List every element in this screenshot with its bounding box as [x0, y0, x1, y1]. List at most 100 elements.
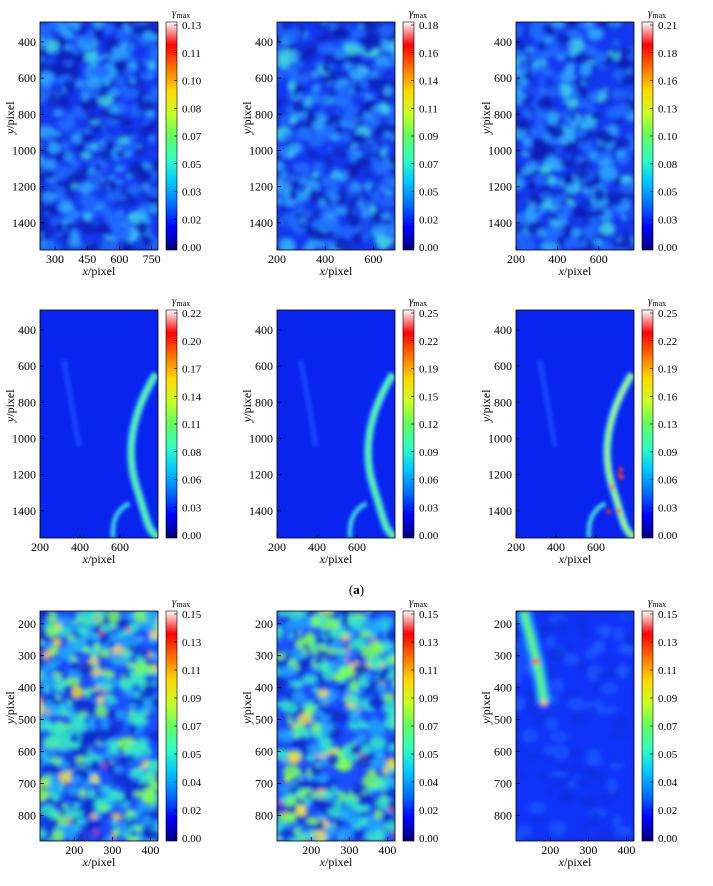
y-tick-label: 600 — [255, 359, 273, 373]
y-tick-label: 400 — [494, 35, 512, 49]
y-tick-label: 400 — [255, 681, 273, 695]
heatmap-svg: 200 300 400 500 600 700 800 200 300 400 x/pixel y/p… — [240, 596, 439, 869]
caption-a: (a) — [348, 582, 365, 597]
heatmap-panel-r2c3: 400 600 800 1000 1200 1400 200 400 600 x/pixel y/p… — [476, 290, 713, 583]
y-tick-label: 1200 — [12, 468, 36, 482]
y-tick-label: 1400 — [12, 216, 36, 230]
colorbar-tick-label: 0.00 — [419, 833, 439, 845]
colorbar-tick-label: 0.07 — [419, 159, 439, 171]
colorbar-tick-label: 0.05 — [182, 749, 202, 761]
x-axis-label: x/pixel — [82, 552, 116, 566]
y-tick-label: 200 — [18, 617, 36, 631]
colorbar-tick-label: 0.03 — [419, 502, 439, 514]
x-tick-label: 400 — [548, 252, 566, 266]
y-tick-label: 500 — [494, 713, 512, 727]
x-axis-label: x/pixel — [319, 264, 353, 278]
x-tick-label: 600 — [348, 540, 366, 554]
heatmap-texture — [516, 22, 634, 250]
colorbar-tick-label: 0.09 — [419, 131, 439, 143]
heatmap-panel-r3c3: 200 300 400 500 600 700 800 200 300 400 x/pixel y/p… — [476, 588, 713, 886]
y-axis-label: y/pixel — [240, 389, 254, 423]
x-tick-label: 400 — [617, 843, 635, 857]
x-tick-label: 200 — [65, 843, 83, 857]
y-tick-label: 1400 — [249, 504, 273, 518]
colorbar-tick-label: 0.18 — [419, 20, 439, 32]
y-axis-label: y/pixel — [3, 691, 17, 725]
y-tick-label: 600 — [494, 745, 512, 759]
heatmap-panel-r3c1: 200 300 400 500 600 700 800 200 300 400 x/pixel y/p… — [0, 588, 237, 886]
heatmap-field — [277, 22, 395, 250]
colorbar-tick-label: 0.18 — [658, 48, 678, 60]
y-tick-label: 800 — [18, 107, 36, 121]
heatmap-field — [40, 22, 158, 250]
colorbar-tick-label: 0.14 — [419, 76, 439, 88]
y-tick-label: 400 — [494, 323, 512, 337]
colorbar-tick-label: 0.12 — [419, 419, 438, 431]
colorbar-tick-label: 0.17 — [182, 364, 202, 376]
colorbar-tick-label: 0.09 — [419, 693, 439, 705]
colorbar-title: γmax — [409, 295, 427, 308]
plot-frame — [276, 610, 396, 842]
y-tick-label: 800 — [18, 395, 36, 409]
colorbar-tick-label: 0.09 — [658, 693, 678, 705]
heatmap-texture — [536, 359, 634, 538]
colorbar-tick-label: 0.13 — [658, 637, 678, 649]
y-tick-label: 300 — [255, 649, 273, 663]
colorbar-tick-label: 0.05 — [658, 749, 678, 761]
colorbar-tick-label: 0.13 — [182, 20, 202, 32]
x-axis-label: x/pixel — [319, 855, 353, 869]
x-tick-label: 400 — [316, 252, 334, 266]
colorbar-tick-label: 0.06 — [182, 475, 202, 487]
y-tick-label: 1000 — [488, 143, 512, 157]
x-tick-label: 600 — [110, 252, 128, 266]
y-tick-label: 400 — [18, 681, 36, 695]
colorbar-tick-label: 0.13 — [658, 419, 678, 431]
y-tick-label: 400 — [255, 35, 273, 49]
colorbar-tick-label: 0.02 — [182, 805, 201, 817]
colorbar-tick-label: 0.08 — [658, 159, 678, 171]
y-tick-label: 700 — [255, 777, 273, 791]
heatmap-texture — [277, 22, 395, 250]
y-tick-label: 1400 — [12, 504, 36, 518]
colorbar-tick-label: 0.04 — [658, 777, 678, 789]
y-tick-label: 600 — [255, 71, 273, 85]
heatmap-field — [516, 22, 634, 250]
x-tick-label: 300 — [579, 843, 597, 857]
y-tick-label: 300 — [18, 649, 36, 663]
colorbar-tick-label: 0.15 — [419, 609, 439, 621]
y-tick-label: 600 — [494, 71, 512, 85]
x-axis-label: x/pixel — [319, 552, 353, 566]
y-tick-label: 1400 — [249, 216, 273, 230]
x-tick-label: 200 — [541, 843, 559, 857]
x-axis-label: x/pixel — [558, 855, 592, 869]
x-tick-label: 200 — [31, 540, 49, 554]
x-axis-label: x/pixel — [558, 264, 592, 278]
colorbar-tick-label: 0.02 — [182, 214, 201, 226]
y-tick-label: 200 — [255, 617, 273, 631]
y-tick-label: 800 — [255, 107, 273, 121]
colorbar-tick-label: 0.10 — [182, 76, 202, 88]
y-tick-label: 800 — [494, 107, 512, 121]
x-tick-label: 300 — [103, 843, 121, 857]
x-tick-label: 600 — [590, 252, 608, 266]
y-tick-label: 1000 — [488, 431, 512, 445]
y-tick-label: 1200 — [12, 180, 36, 194]
colorbar-tick-label: 0.00 — [658, 833, 678, 845]
x-tick-label: 450 — [78, 252, 96, 266]
heatmap-texture — [297, 359, 395, 538]
plot-frame — [276, 309, 396, 539]
y-tick-label: 800 — [494, 395, 512, 409]
colorbar-tick-label: 0.02 — [419, 214, 438, 226]
heatmap-panel-r1c2: 400 600 800 1000 1200 1400 200 400 600 x/pixel y/p… — [237, 0, 474, 295]
y-tick-label: 1000 — [12, 431, 36, 445]
y-axis-label: y/pixel — [240, 101, 254, 135]
y-tick-label: 700 — [18, 777, 36, 791]
colorbar-title: γmax — [648, 295, 666, 308]
colorbar-tick-label: 0.25 — [419, 308, 439, 320]
colorbar-tick-label: 0.11 — [182, 48, 201, 60]
x-tick-label: 750 — [143, 252, 161, 266]
colorbar-title: γmax — [409, 7, 427, 20]
